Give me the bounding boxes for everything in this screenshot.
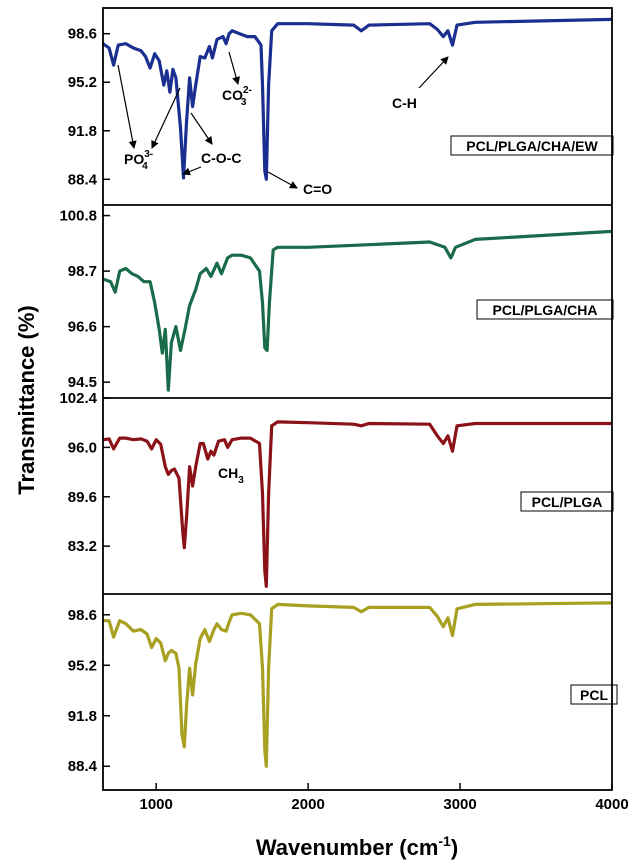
arrow-ch bbox=[418, 56, 449, 89]
x-axis-title: Wavenumber (cm-1) bbox=[256, 833, 458, 860]
axes-layer: 1000 2000 3000 4000 Wavenumber (cm-1) Transmi… bbox=[14, 305, 629, 860]
panel-label-3: PCL bbox=[580, 687, 608, 703]
panels-layer: 98.6 95.2 91.8 88.4 PCL/PLGA/CHA/EW 100.8 98.7… bbox=[59, 17, 618, 775]
x-tick-label-1: 2000 bbox=[291, 796, 324, 813]
arrow-coc-a bbox=[190, 112, 213, 145]
y-tick-label-0-2: 91.8 bbox=[68, 123, 97, 140]
panel-label-0: PCL/PLGA/CHA/EW bbox=[466, 138, 598, 154]
x-tick-label-2: 3000 bbox=[443, 796, 476, 813]
panel-3: 98.6 95.2 91.8 88.4 PCL bbox=[68, 601, 618, 775]
y-tick-label-3-0: 98.6 bbox=[68, 607, 97, 624]
panel-label-1: PCL/PLGA/CHA bbox=[493, 302, 598, 318]
y-tick-label-0-1: 95.2 bbox=[68, 74, 97, 91]
panel-0: 98.6 95.2 91.8 88.4 PCL/PLGA/CHA/EW bbox=[68, 17, 614, 188]
arrow-po4-a bbox=[117, 64, 137, 149]
plot-frame bbox=[102, 7, 613, 791]
y-tick-label-1-1: 98.7 bbox=[68, 263, 97, 280]
annotation-co3: CO2-3 bbox=[222, 85, 252, 108]
annotation-co: C=O bbox=[303, 181, 332, 197]
y-tick-label-1-0: 100.8 bbox=[59, 208, 97, 225]
series-line-3 bbox=[103, 601, 613, 768]
arrow-po4-b bbox=[151, 87, 181, 149]
x-tick-label-0: 1000 bbox=[139, 796, 172, 813]
y-tick-label-0-0: 98.6 bbox=[68, 26, 97, 43]
series-line-2 bbox=[102, 420, 612, 588]
y-tick-label-2-0: 102.4 bbox=[59, 390, 97, 407]
annotation-ch3: CH3 bbox=[218, 465, 244, 486]
series-line-0 bbox=[102, 17, 613, 181]
panel-2: 102.4 96.0 89.6 83.2 PCL/PLGA bbox=[59, 390, 614, 588]
annotation-po4: PO3-4 bbox=[124, 149, 153, 172]
y-tick-label-2-3: 83.2 bbox=[68, 538, 97, 555]
series-line-1 bbox=[102, 229, 613, 392]
y-tick-label-3-3: 88.4 bbox=[68, 758, 98, 775]
x-tick-label-3: 4000 bbox=[595, 796, 628, 813]
arrow-coc-b bbox=[182, 166, 202, 176]
y-tick-label-0-3: 88.4 bbox=[68, 171, 98, 188]
y-axis-title: Transmittance (%) bbox=[14, 305, 39, 495]
annotation-coc: C-O-C bbox=[201, 150, 241, 166]
panel-1: 100.8 98.7 96.6 94.5 PCL/PLGA/CHA bbox=[59, 208, 614, 392]
y-tick-label-2-2: 89.6 bbox=[68, 489, 97, 506]
panel-label-box-0 bbox=[450, 135, 614, 156]
panel-label-box-2 bbox=[520, 491, 614, 512]
y-tick-label-3-2: 91.8 bbox=[68, 708, 97, 725]
frame-layer bbox=[102, 7, 613, 791]
panel-label-2: PCL/PLGA bbox=[532, 494, 603, 510]
panel-label-box-3 bbox=[570, 684, 618, 705]
y-tick-label-3-1: 95.2 bbox=[68, 657, 97, 674]
panel-label-box-1 bbox=[476, 299, 614, 320]
y-tick-label-2-1: 96.0 bbox=[68, 439, 97, 456]
arrow-co3 bbox=[228, 51, 240, 85]
y-tick-label-1-2: 96.6 bbox=[68, 319, 97, 336]
arrow-co bbox=[267, 171, 298, 189]
y-tick-label-1-3: 94.5 bbox=[68, 374, 97, 391]
annotations-layer: PO3-4 C-O-C CO2-3 C-H C=O CH3 bbox=[117, 51, 449, 486]
annotation-ch: C-H bbox=[392, 95, 417, 111]
